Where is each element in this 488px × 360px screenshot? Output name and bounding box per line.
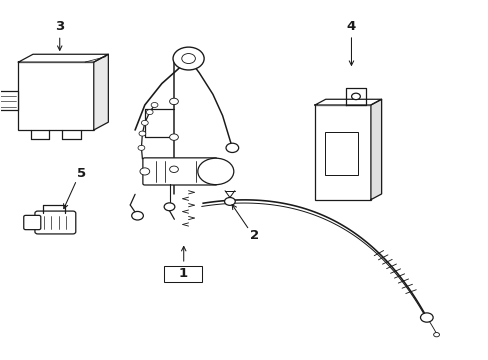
Circle shape (169, 98, 178, 105)
Polygon shape (345, 88, 366, 105)
Circle shape (198, 158, 233, 185)
Polygon shape (370, 99, 381, 200)
FancyBboxPatch shape (314, 105, 370, 200)
Circle shape (225, 143, 238, 153)
Text: 5: 5 (77, 167, 86, 180)
Text: 2: 2 (249, 229, 258, 242)
Circle shape (146, 110, 153, 114)
Circle shape (173, 47, 203, 70)
Circle shape (131, 211, 143, 220)
FancyBboxPatch shape (19, 62, 94, 130)
Circle shape (182, 54, 195, 64)
Circle shape (169, 134, 178, 140)
Circle shape (420, 313, 432, 322)
Circle shape (139, 131, 145, 136)
FancyBboxPatch shape (164, 266, 202, 282)
Text: 4: 4 (346, 20, 355, 33)
Polygon shape (314, 99, 381, 105)
FancyBboxPatch shape (0, 91, 19, 111)
Circle shape (141, 120, 148, 125)
Circle shape (140, 168, 149, 175)
Circle shape (224, 198, 235, 205)
Circle shape (351, 93, 360, 100)
FancyBboxPatch shape (35, 211, 76, 234)
Polygon shape (19, 54, 108, 62)
Circle shape (164, 203, 175, 211)
Text: 3: 3 (55, 20, 64, 33)
Circle shape (433, 333, 439, 337)
Text: 1: 1 (178, 267, 187, 280)
Circle shape (151, 103, 158, 108)
Polygon shape (94, 54, 108, 130)
Circle shape (169, 166, 178, 172)
Circle shape (138, 145, 144, 150)
FancyBboxPatch shape (142, 158, 217, 185)
FancyBboxPatch shape (324, 132, 357, 175)
FancyBboxPatch shape (24, 215, 41, 230)
